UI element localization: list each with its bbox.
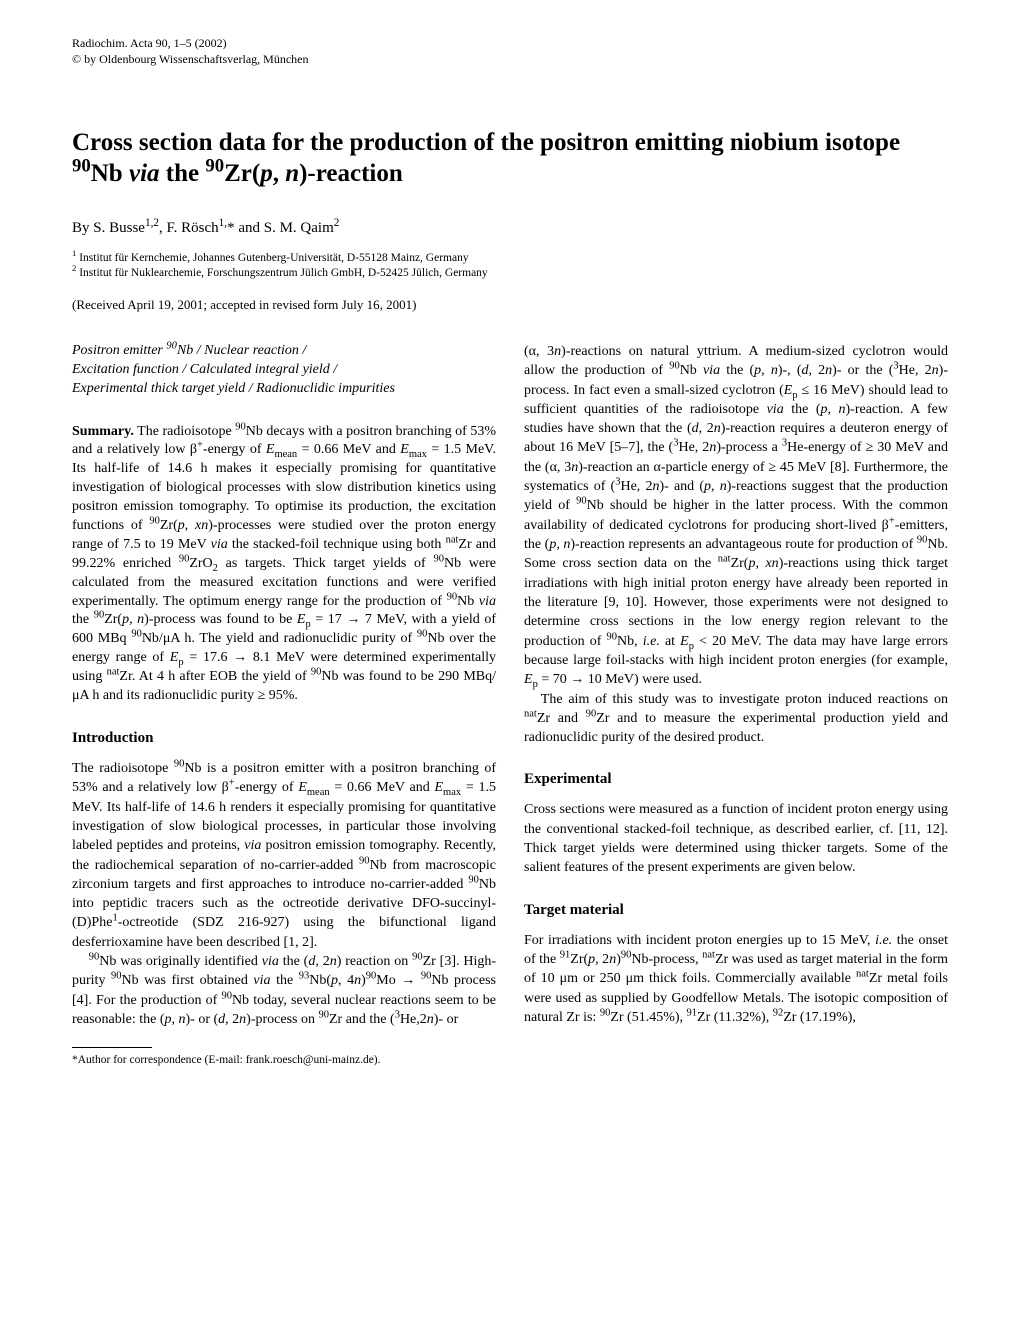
intro-aim-paragraph: The aim of this study was to investigate… (524, 690, 948, 748)
affiliations: 1 Institut für Kernchemie, Johannes Gute… (72, 251, 948, 282)
column-left: Positron emitter 90Nb / Nuclear reaction… (72, 342, 496, 1069)
corresponding-author-footnote: *Author for correspondence (E-mail: fran… (72, 1052, 496, 1068)
footnote-rule (72, 1047, 152, 1048)
intro-paragraph-2: 90Nb was originally identified via the (… (72, 952, 496, 1029)
column-right: (α, 3n)-reactions on natural yttrium. A … (524, 342, 948, 1069)
intro-paragraph-1: The radioisotope 90Nb is a positron emit… (72, 759, 496, 952)
page: Radiochim. Acta 90, 1–5 (2002) © by Olde… (0, 0, 1020, 1108)
article-title: Cross section data for the production of… (72, 127, 948, 190)
experimental-heading: Experimental (524, 769, 948, 790)
keywords: Positron emitter 90Nb / Nuclear reaction… (72, 342, 496, 399)
summary-label: Summary. (72, 424, 134, 439)
running-head: Radiochim. Acta 90, 1–5 (2002) © by Olde… (72, 36, 948, 67)
two-column-layout: Positron emitter 90Nb / Nuclear reaction… (72, 342, 948, 1069)
running-head-line2: © by Oldenbourg Wissenschaftsverlag, Mün… (72, 52, 948, 68)
experimental-paragraph: Cross sections were measured as a functi… (524, 800, 948, 877)
summary-text: The radioisotope 90Nb decays with a posi… (72, 424, 496, 703)
target-material-heading: Target material (524, 900, 948, 921)
authors: By S. Busse1,2, F. Rösch1,* and S. M. Qa… (72, 218, 948, 239)
received-accepted-dates: (Received April 19, 2001; accepted in re… (72, 296, 948, 314)
running-head-line1: Radiochim. Acta 90, 1–5 (2002) (72, 36, 948, 52)
affiliation-1: 1 Institut für Kernchemie, Johannes Gute… (72, 251, 948, 267)
summary: Summary. The radioisotope 90Nb decays wi… (72, 423, 496, 706)
affiliation-2: 2 Institut für Nuklearchemie, Forschungs… (72, 266, 948, 282)
introduction-heading: Introduction (72, 728, 496, 749)
intro-continuation: (α, 3n)-reactions on natural yttrium. A … (524, 342, 948, 690)
target-material-paragraph: For irradiations with incident proton en… (524, 931, 948, 1028)
